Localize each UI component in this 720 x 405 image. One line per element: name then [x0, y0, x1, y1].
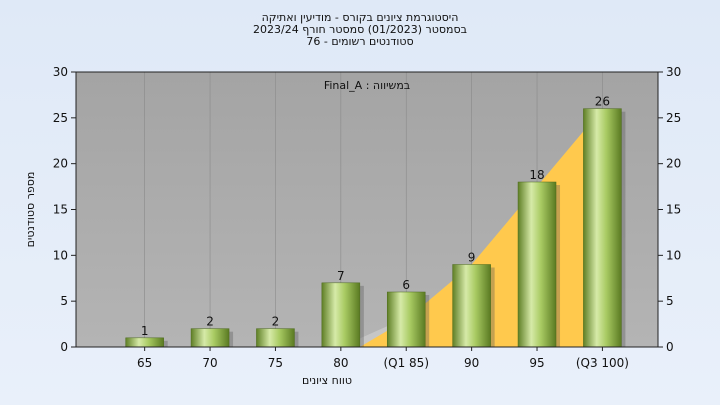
data-label: 26	[595, 95, 610, 109]
y-tick-label-right: 25	[666, 111, 681, 125]
y-tick-label-right: 15	[666, 203, 681, 217]
y-tick-label-right: 5	[666, 294, 674, 308]
bar	[452, 264, 491, 348]
chart-subtitle-semester: בסמסטר (01/2023) סמסטר חורף 2023/24	[253, 23, 467, 36]
y-tick-label-left: 30	[53, 65, 68, 79]
y-tick-label-right: 10	[666, 248, 681, 262]
chart-subtitle-students: סטודנטים רשומים - 76	[306, 35, 414, 48]
bar	[256, 328, 295, 348]
bar	[190, 328, 230, 348]
y-tick-label-right: 0	[666, 340, 674, 354]
y-tick-label-left: 10	[53, 248, 68, 262]
y-tick-label-left: 25	[53, 111, 68, 125]
data-label: 9	[468, 251, 476, 265]
bar	[321, 282, 361, 348]
data-label: 6	[402, 278, 410, 292]
y-tick-label-left: 0	[60, 340, 68, 354]
x-tick-label: (Q3 100)	[576, 356, 629, 370]
data-label: 18	[529, 168, 544, 182]
y-tick-label-right: 20	[666, 157, 681, 171]
x-tick-label: 80	[333, 356, 348, 370]
x-tick-label: 75	[268, 356, 283, 370]
x-tick-label: (Q1 85)	[383, 356, 429, 370]
x-axis-title: טווח ציונים	[302, 374, 352, 387]
x-tick-label: 70	[202, 356, 217, 370]
y-axis-title: מספר סטודנטים	[24, 172, 37, 248]
chart-annotation: Final_A : במשיווה	[324, 79, 410, 92]
y-tick-label-right: 30	[666, 65, 681, 79]
bar	[517, 181, 557, 348]
bar	[125, 337, 164, 348]
y-tick-label-left: 5	[60, 294, 68, 308]
data-label: 1	[141, 324, 149, 338]
data-label: 2	[272, 315, 280, 329]
data-label: 2	[206, 315, 214, 329]
x-tick-label: 90	[464, 356, 479, 370]
bar	[583, 108, 622, 348]
data-label: 7	[337, 269, 345, 283]
y-tick-label-left: 20	[53, 157, 68, 171]
bar	[386, 291, 426, 348]
chart-title: היסטוגרמת ציונים בקורס - מודיעין ואתיקה	[261, 11, 459, 24]
y-tick-label-left: 15	[53, 203, 68, 217]
x-tick-label: 95	[529, 356, 544, 370]
x-tick-label: 65	[137, 356, 152, 370]
